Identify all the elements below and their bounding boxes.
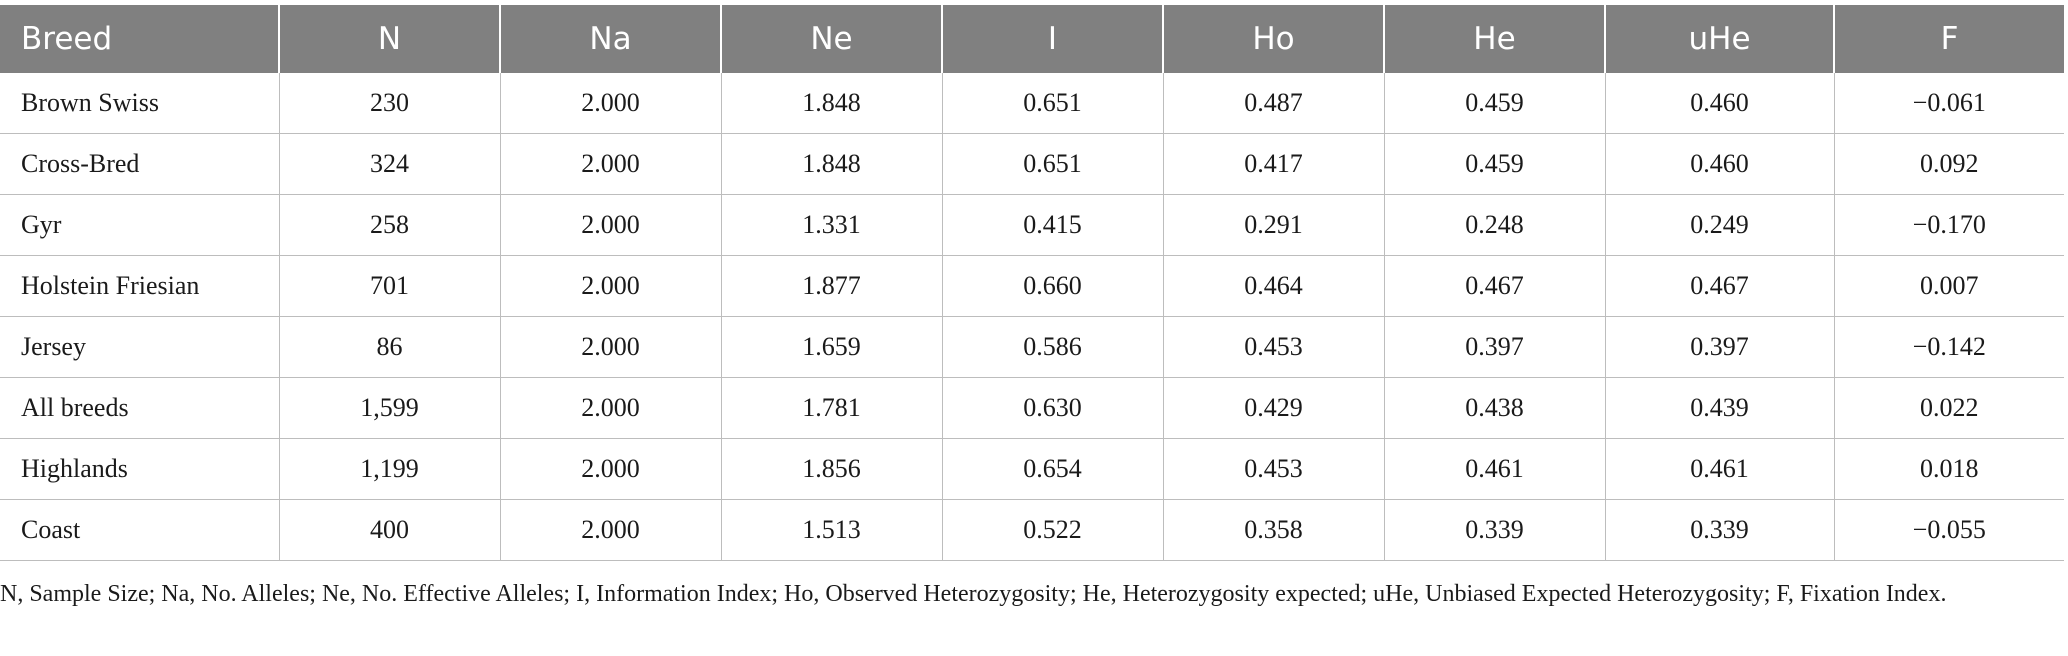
he-cell: 0.467	[1384, 255, 1606, 317]
ho-cell: 0.291	[1163, 194, 1385, 256]
n-cell: 86	[279, 316, 501, 378]
table-row: Jersey 86 2.000 1.659 0.586 0.453 0.397 0.397 −0…	[0, 316, 2064, 378]
ho-cell: 0.429	[1163, 377, 1385, 439]
i-cell: 0.660	[942, 255, 1164, 317]
n-cell: 1,199	[279, 438, 501, 500]
he-cell: 0.339	[1384, 499, 1606, 561]
n-cell: 1,599	[279, 377, 501, 439]
ne-cell: 1.781	[721, 377, 943, 439]
breed-cell: Coast	[0, 499, 280, 561]
table-row: All breeds 1,599 2.000 1.781 0.630 0.429 0.438…	[0, 377, 2064, 439]
na-cell: 2.000	[500, 438, 722, 500]
column-header-he: He	[1384, 5, 1606, 73]
na-cell: 2.000	[500, 499, 722, 561]
he-cell: 0.461	[1384, 438, 1606, 500]
uhe-cell: 0.249	[1605, 194, 1835, 256]
ne-cell: 1.331	[721, 194, 943, 256]
i-cell: 0.522	[942, 499, 1164, 561]
i-cell: 0.654	[942, 438, 1164, 500]
i-cell: 0.630	[942, 377, 1164, 439]
na-cell: 2.000	[500, 133, 722, 195]
ho-cell: 0.453	[1163, 438, 1385, 500]
column-header-uhe: uHe	[1605, 5, 1835, 73]
i-cell: 0.586	[942, 316, 1164, 378]
f-cell: −0.170	[1834, 194, 2064, 256]
column-header-f: F	[1834, 5, 2064, 73]
header-row: Breed N Na Ne I Ho He uHe F	[0, 5, 2064, 73]
table-row: Cross-Bred 324 2.000 1.848 0.651 0.417 0.459 0.…	[0, 133, 2064, 195]
i-cell: 0.415	[942, 194, 1164, 256]
na-cell: 2.000	[500, 377, 722, 439]
n-cell: 230	[279, 73, 501, 134]
f-cell: 0.007	[1834, 255, 2064, 317]
f-cell: −0.061	[1834, 73, 2064, 134]
ho-cell: 0.417	[1163, 133, 1385, 195]
na-cell: 2.000	[500, 316, 722, 378]
table-header: Breed N Na Ne I Ho He uHe F	[0, 5, 2064, 73]
na-cell: 2.000	[500, 255, 722, 317]
ho-cell: 0.453	[1163, 316, 1385, 378]
f-cell: −0.055	[1834, 499, 2064, 561]
ne-cell: 1.848	[721, 73, 943, 134]
table-body: Brown Swiss 230 2.000 1.848 0.651 0.487 0.459 0…	[0, 73, 2064, 561]
ne-cell: 1.856	[721, 438, 943, 500]
he-cell: 0.459	[1384, 73, 1606, 134]
breed-cell: All breeds	[0, 377, 280, 439]
genetic-diversity-table: Breed N Na Ne I Ho He uHe F Brown Swiss 2…	[0, 5, 2064, 561]
breed-cell: Cross-Bred	[0, 133, 280, 195]
breed-cell: Jersey	[0, 316, 280, 378]
ne-cell: 1.513	[721, 499, 943, 561]
uhe-cell: 0.460	[1605, 73, 1835, 134]
n-cell: 258	[279, 194, 501, 256]
he-cell: 0.397	[1384, 316, 1606, 378]
i-cell: 0.651	[942, 73, 1164, 134]
uhe-cell: 0.467	[1605, 255, 1835, 317]
column-header-ne: Ne	[721, 5, 943, 73]
column-header-breed: Breed	[0, 5, 280, 73]
n-cell: 701	[279, 255, 501, 317]
column-header-i: I	[942, 5, 1164, 73]
table-row: Brown Swiss 230 2.000 1.848 0.651 0.487 0.459 0…	[0, 73, 2064, 134]
breed-cell: Highlands	[0, 438, 280, 500]
f-cell: −0.142	[1834, 316, 2064, 378]
i-cell: 0.651	[942, 133, 1164, 195]
table-row: Gyr 258 2.000 1.331 0.415 0.291 0.248 0.249 −0.1…	[0, 194, 2064, 256]
he-cell: 0.248	[1384, 194, 1606, 256]
ho-cell: 0.358	[1163, 499, 1385, 561]
ne-cell: 1.848	[721, 133, 943, 195]
n-cell: 324	[279, 133, 501, 195]
ho-cell: 0.464	[1163, 255, 1385, 317]
column-header-na: Na	[500, 5, 722, 73]
table-row: Coast 400 2.000 1.513 0.522 0.358 0.339 0.339 −0…	[0, 499, 2064, 561]
uhe-cell: 0.460	[1605, 133, 1835, 195]
breed-cell: Brown Swiss	[0, 73, 280, 134]
uhe-cell: 0.439	[1605, 377, 1835, 439]
table-row: Holstein Friesian 701 2.000 1.877 0.660 0.464…	[0, 255, 2064, 317]
n-cell: 400	[279, 499, 501, 561]
uhe-cell: 0.461	[1605, 438, 1835, 500]
he-cell: 0.459	[1384, 133, 1606, 195]
he-cell: 0.438	[1384, 377, 1606, 439]
ho-cell: 0.487	[1163, 73, 1385, 134]
f-cell: 0.018	[1834, 438, 2064, 500]
table-row: Highlands 1,199 2.000 1.856 0.654 0.453 0.461 0…	[0, 438, 2064, 500]
table-footnote: N, Sample Size; Na, No. Alleles; Ne, No.…	[0, 581, 1947, 607]
breed-cell: Gyr	[0, 194, 280, 256]
ne-cell: 1.877	[721, 255, 943, 317]
breed-cell: Holstein Friesian	[0, 255, 280, 317]
uhe-cell: 0.397	[1605, 316, 1835, 378]
ne-cell: 1.659	[721, 316, 943, 378]
na-cell: 2.000	[500, 73, 722, 134]
f-cell: 0.022	[1834, 377, 2064, 439]
column-header-n: N	[279, 5, 501, 73]
uhe-cell: 0.339	[1605, 499, 1835, 561]
column-header-ho: Ho	[1163, 5, 1385, 73]
f-cell: 0.092	[1834, 133, 2064, 195]
na-cell: 2.000	[500, 194, 722, 256]
